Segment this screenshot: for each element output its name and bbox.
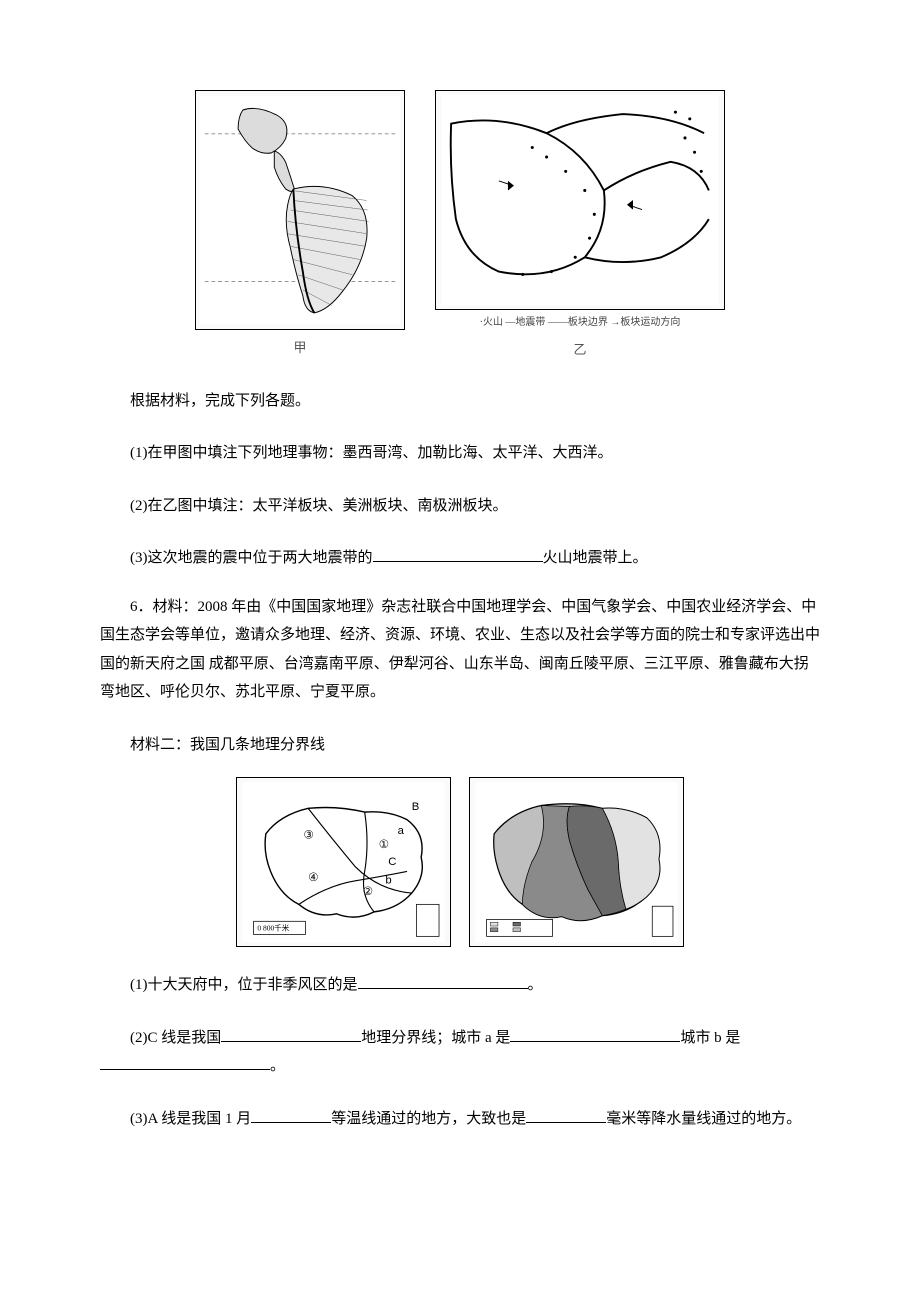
figure-yi	[435, 90, 725, 310]
figure-china-steps	[469, 777, 684, 947]
svg-text:②: ②	[363, 886, 373, 898]
svg-text:④: ④	[308, 872, 318, 884]
figure-row-bottom: ① ② ③ ④ B C a b 0 800千米	[100, 777, 820, 947]
q6-material2: 材料二：我国几条地理分界线	[100, 731, 820, 760]
q6-p1-blank[interactable]	[358, 974, 528, 989]
figure-yi-legend: ·火山 —地震带 ——板块边界 →板块运动方向	[480, 313, 681, 332]
china-boundary-svg: ① ② ③ ④ B C a b 0 800千米	[241, 782, 446, 942]
svg-text:①: ①	[379, 839, 389, 851]
figure-jia	[195, 90, 405, 330]
q6-p2-blank1[interactable]	[221, 1027, 361, 1042]
q6-p3-text-b: 等温线通过的地方，大致也是	[331, 1111, 526, 1127]
q6-p1-text-b: 。	[528, 977, 543, 993]
q5-part3: (3)这次地震的震中位于两大地震带的 火山地震带上。	[100, 544, 820, 573]
q6-p3-blank1[interactable]	[251, 1108, 331, 1123]
q5-part1: (1)在甲图中填注下列地理事物：墨西哥湾、加勒比海、太平洋、大西洋。	[100, 439, 820, 468]
svg-text:a: a	[398, 825, 405, 837]
q6-p2-blank3[interactable]	[100, 1055, 270, 1070]
q5-intro: 根据材料，完成下列各题。	[100, 387, 820, 416]
q5-p3-blank[interactable]	[373, 547, 543, 562]
q5-p3-text-a: (3)这次地震的震中位于两大地震带的	[130, 550, 373, 566]
q6-p3-blank2[interactable]	[526, 1108, 606, 1123]
q6-p2-text-a: (2)C 线是我国	[130, 1030, 221, 1046]
q6-p2-blank2[interactable]	[510, 1027, 680, 1042]
q6-part3: (3)A 线是我国 1 月 等温线通过的地方，大致也是 毫米等降水量线通过的地方。	[100, 1105, 820, 1134]
scale-text: 0 800千米	[257, 923, 289, 933]
q6-part2: (2)C 线是我国 地理分界线；城市 a 是 城市 b 是	[100, 1024, 820, 1053]
svg-text:B: B	[412, 801, 420, 813]
q6-part1: (1)十大天府中，位于非季风区的是 。	[100, 971, 820, 1000]
svg-text:C: C	[388, 856, 396, 868]
q6-p2-text-b: 地理分界线；城市 a 是	[361, 1030, 510, 1046]
q6-p2-text-d: 。	[270, 1058, 285, 1074]
q5-part2: (2)在乙图中填注：太平洋板块、美洲板块、南极洲板块。	[100, 492, 820, 521]
q5-p3-text-b: 火山地震带上。	[543, 550, 648, 566]
q6-p2-text-c: 城市 b 是	[680, 1030, 740, 1046]
q6-p3-text-c: 毫米等降水量线通过的地方。	[606, 1111, 801, 1127]
q6-part2-line2: 。	[100, 1052, 820, 1081]
figure-jia-caption: 甲	[293, 336, 306, 361]
svg-text:b: b	[385, 875, 391, 887]
q6-p3-text-a: (3)A 线是我国 1 月	[130, 1111, 251, 1127]
figure-yi-box: ·火山 —地震带 ——板块边界 →板块运动方向 乙	[435, 90, 725, 363]
figure-jia-box: 甲	[195, 90, 405, 363]
figure-yi-caption: 乙	[573, 338, 586, 363]
plate-map-svg	[440, 95, 720, 305]
q6-head: 6．材料：2008 年由《中国国家地理》杂志社联合中国地理学会、中国气象学会、中…	[100, 593, 820, 707]
q6-p1-text-a: (1)十大天府中，位于非季风区的是	[130, 977, 358, 993]
figure-china-lines: ① ② ③ ④ B C a b 0 800千米	[236, 777, 451, 947]
latin-america-map-svg	[200, 95, 400, 325]
svg-text:③: ③	[304, 830, 314, 842]
china-steps-svg	[474, 782, 679, 942]
figure-row-top: 甲 ·火山 —	[100, 90, 820, 363]
